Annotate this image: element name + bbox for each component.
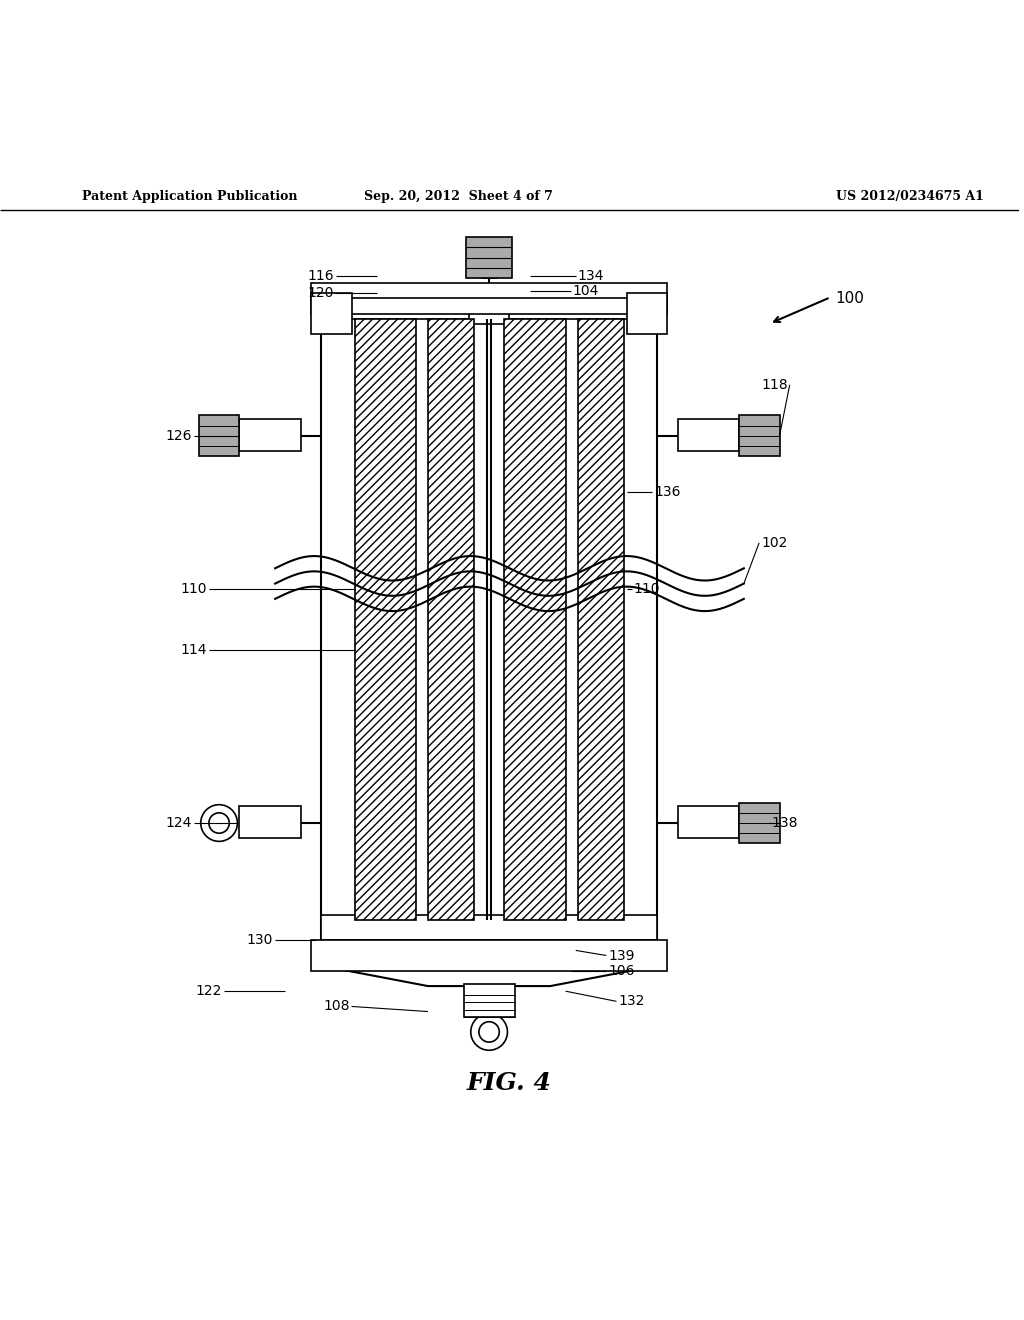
Bar [321,293,657,318]
Circle shape [201,805,238,841]
Text: 116: 116 [307,269,334,282]
Text: 136: 136 [654,484,681,499]
Text: 106: 106 [608,964,635,978]
Text: FIG. 4: FIG. 4 [467,1071,552,1094]
Text: 118: 118 [761,378,787,392]
Circle shape [209,813,229,833]
Text: 120: 120 [308,286,334,300]
Text: US 2012/0234675 A1: US 2012/0234675 A1 [836,190,983,203]
Polygon shape [321,940,657,986]
Bar [678,805,738,838]
Bar [678,418,738,451]
Text: Sep. 20, 2012  Sheet 4 of 7: Sep. 20, 2012 Sheet 4 of 7 [365,190,553,203]
Bar [311,293,351,334]
Bar [738,416,779,457]
Text: 122: 122 [196,985,222,998]
Bar [321,298,657,940]
Bar [469,312,510,323]
Text: 100: 100 [836,290,864,306]
Bar [505,318,565,920]
Bar [627,293,668,334]
Bar [464,983,515,1016]
Text: 134: 134 [578,269,604,282]
Bar [738,803,779,843]
Bar [240,805,301,838]
Circle shape [471,1014,508,1051]
Text: Patent Application Publication: Patent Application Publication [82,190,297,203]
Text: 108: 108 [323,999,349,1014]
Bar [199,416,240,457]
Text: 130: 130 [247,933,273,948]
Text: 104: 104 [572,284,599,298]
Text: 126: 126 [165,429,191,442]
Bar [240,418,301,451]
Text: 114: 114 [180,643,207,657]
Text: 102: 102 [761,536,787,550]
Text: 124: 124 [165,816,191,830]
Bar [354,318,416,920]
Text: 139: 139 [608,949,635,962]
Bar [466,238,512,279]
Bar [311,940,668,970]
Text: 132: 132 [618,994,645,1008]
Bar [311,282,668,298]
Text: 110: 110 [634,582,660,595]
Bar [578,318,624,920]
Circle shape [479,1022,500,1041]
Bar [321,915,657,940]
Bar [428,318,474,920]
Text: 110: 110 [180,582,207,595]
Bar [311,293,668,314]
Text: 138: 138 [771,816,798,830]
